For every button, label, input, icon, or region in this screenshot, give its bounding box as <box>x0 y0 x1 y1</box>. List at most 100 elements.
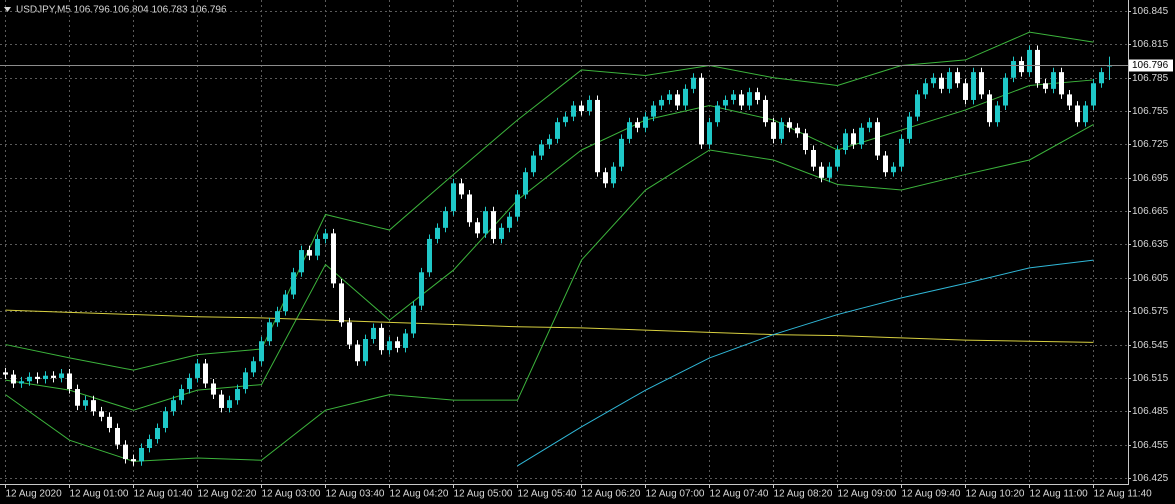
candle-body <box>587 99 592 112</box>
candle-body <box>867 122 872 128</box>
y-tick-label: 106.725 <box>1132 139 1169 150</box>
y-tick-label: 106.485 <box>1132 406 1169 417</box>
candle-body <box>707 122 712 145</box>
candle-body <box>667 94 672 100</box>
candle-body <box>1051 72 1056 89</box>
candle-body <box>675 94 680 106</box>
candle-body <box>267 322 272 342</box>
y-tick-label: 106.425 <box>1132 473 1169 484</box>
candle-body <box>523 172 528 195</box>
candle-body <box>923 83 928 95</box>
candle-body <box>635 122 640 128</box>
candle-body <box>643 116 648 128</box>
candle-body <box>1067 94 1072 106</box>
candle-body <box>811 149 816 167</box>
candle-body <box>123 444 128 460</box>
candle-body <box>187 377 192 390</box>
candle-body <box>371 327 376 340</box>
candle-body <box>315 238 320 256</box>
candle-body <box>443 211 448 228</box>
candle-body <box>755 92 760 100</box>
candle-body <box>619 138 624 167</box>
y-tick-label: 106.455 <box>1132 440 1169 451</box>
x-tick-label: 12 Aug 01:00 <box>70 489 129 500</box>
candle-body <box>531 155 536 173</box>
candle-body <box>299 250 304 273</box>
candle-body <box>11 374 16 384</box>
candle-body <box>1003 77 1008 106</box>
candle-body <box>275 311 280 323</box>
candle-body <box>1083 105 1088 123</box>
candle-body <box>995 105 1000 123</box>
candle-body <box>251 361 256 373</box>
candle-body <box>459 183 464 195</box>
candle-body <box>843 133 848 150</box>
candle-body <box>931 77 936 84</box>
candle-body <box>1019 61 1024 73</box>
candle-body <box>779 122 784 139</box>
candle-body <box>1059 72 1064 95</box>
candle-body <box>427 238 432 273</box>
x-tick-label: 12 Aug 01:40 <box>134 489 193 500</box>
candle-body <box>971 72 976 100</box>
candle-body <box>563 116 568 123</box>
candle-body <box>803 133 808 150</box>
candle-body <box>963 83 968 100</box>
candle-body <box>883 155 888 173</box>
x-tick-label: 12 Aug 02:20 <box>198 489 257 500</box>
x-tick-label: 12 Aug 09:40 <box>902 489 961 500</box>
y-tick-label: 106.785 <box>1132 73 1169 84</box>
candle-body <box>75 389 80 406</box>
x-tick-label: 12 Aug 10:20 <box>966 489 1025 500</box>
candle-body <box>203 363 208 384</box>
y-tick-label: 106.755 <box>1132 106 1169 117</box>
price-tag-label: 106.796 <box>1132 60 1169 71</box>
candle-body <box>235 389 240 401</box>
y-tick-label: 106.605 <box>1132 273 1169 284</box>
candle-body <box>1043 83 1048 89</box>
y-tick-label: 106.695 <box>1132 173 1169 184</box>
candle-body <box>339 283 344 323</box>
candle-body <box>27 376 32 382</box>
candle-body <box>659 99 664 106</box>
candle-body <box>291 272 296 295</box>
indicator-line <box>5 79 1094 411</box>
candle-body <box>835 149 840 167</box>
x-tick-label: 12 Aug 09:00 <box>838 489 897 500</box>
indicator-line <box>517 259 1094 467</box>
candle-body <box>699 77 704 145</box>
x-tick-label: 12 Aug 04:20 <box>390 489 449 500</box>
candle-body <box>435 227 440 239</box>
y-tick-label: 106.575 <box>1132 306 1169 317</box>
candle-body <box>947 72 952 89</box>
candle-body <box>179 389 184 401</box>
candle-body <box>115 427 120 445</box>
y-tick-label: 106.815 <box>1132 39 1169 50</box>
x-tick-label: 12 Aug 07:00 <box>646 489 705 500</box>
candle-body <box>1011 61 1016 78</box>
chart-title: USDJPY,M5 106.796 106.804 106.783 106.79… <box>16 5 227 16</box>
candle-body <box>603 172 608 184</box>
candle-body <box>1091 83 1096 106</box>
candle-body <box>875 122 880 156</box>
candle-body <box>771 122 776 139</box>
candle-body <box>475 222 480 234</box>
collapse-arrow[interactable] <box>4 7 11 12</box>
candle-body <box>611 166 616 184</box>
candle-body <box>43 375 48 380</box>
candle-body <box>35 376 40 380</box>
candle-body <box>955 72 960 84</box>
y-tick-label: 106.635 <box>1132 239 1169 250</box>
candle-body <box>395 341 400 348</box>
candle-body <box>515 194 520 217</box>
x-tick-label: 12 Aug 11:00 <box>1030 489 1089 500</box>
candle-body <box>147 439 152 448</box>
candle-body <box>723 99 728 106</box>
indicator-line <box>5 31 1094 371</box>
candle-body <box>651 105 656 117</box>
candle-body <box>451 183 456 212</box>
price-tag <box>1129 59 1173 72</box>
candle-body <box>1035 49 1040 84</box>
